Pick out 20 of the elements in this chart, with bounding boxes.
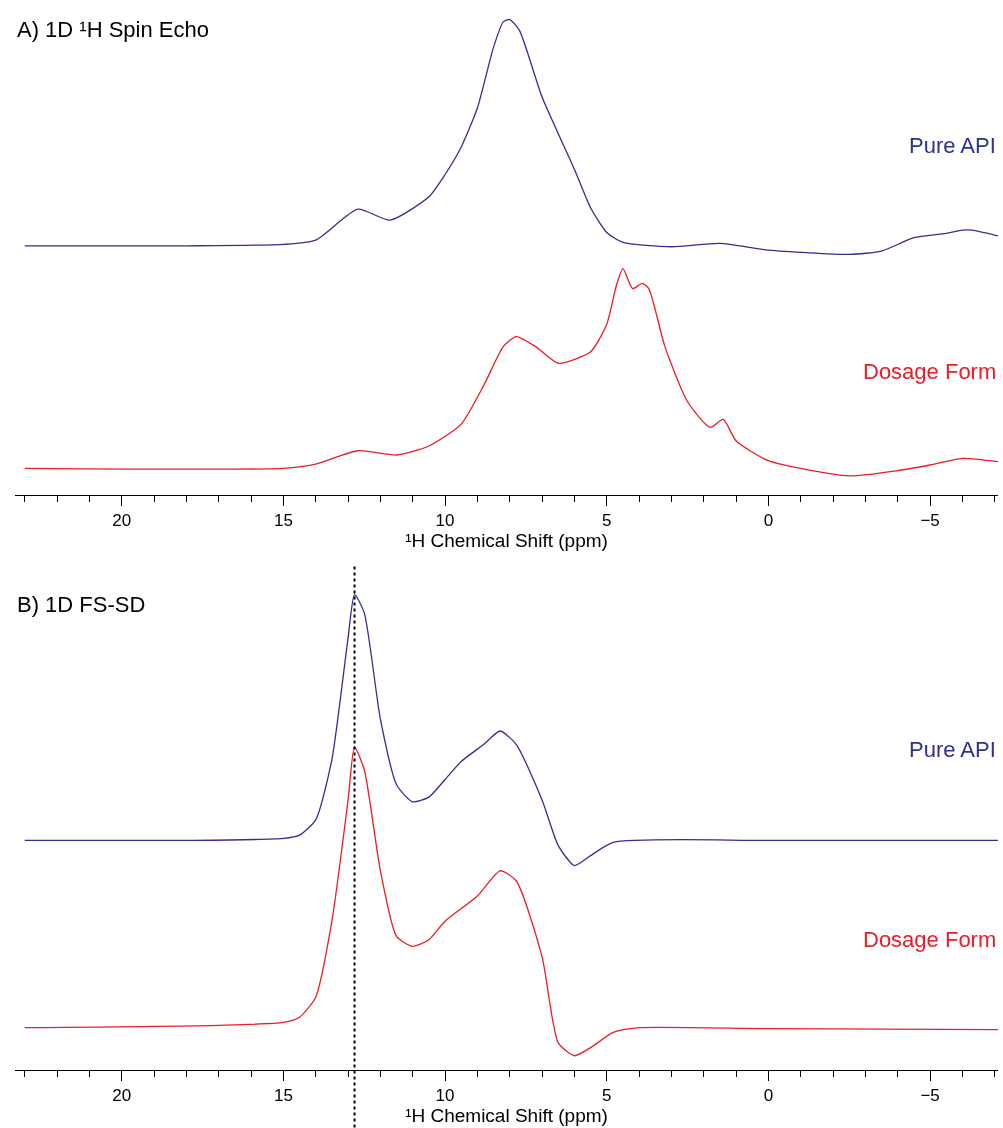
chart-title: B) 1D FS-SD — [17, 592, 146, 617]
x-axis-title: ¹H Chemical Shift (ppm) — [405, 1105, 608, 1127]
text: Pure API — [909, 133, 996, 158]
text: Pure API — [909, 737, 996, 762]
chart-title: A) 1D ¹H Spin Echo — [17, 17, 209, 42]
x-tick-label: 10 — [435, 1086, 455, 1106]
x-tick-label: 15 — [273, 1086, 293, 1106]
x-tick-label: 5 — [602, 1086, 612, 1106]
x-tick-label: −5 — [920, 511, 940, 531]
x-tick-label: 15 — [273, 511, 293, 531]
x-tick-label: 20 — [112, 511, 132, 531]
x-tick-label: −5 — [920, 1086, 940, 1106]
x-tick-label: 20 — [112, 1086, 132, 1106]
x-tick-label: 5 — [602, 511, 612, 531]
x-tick-label: 0 — [763, 1086, 774, 1106]
x-tick-label: 10 — [435, 511, 455, 531]
x-axis-title: ¹H Chemical Shift (ppm) — [405, 530, 608, 552]
text: Dosage Form — [863, 927, 997, 952]
text: Dosage Form — [863, 359, 997, 384]
x-tick-label: 0 — [763, 511, 774, 531]
